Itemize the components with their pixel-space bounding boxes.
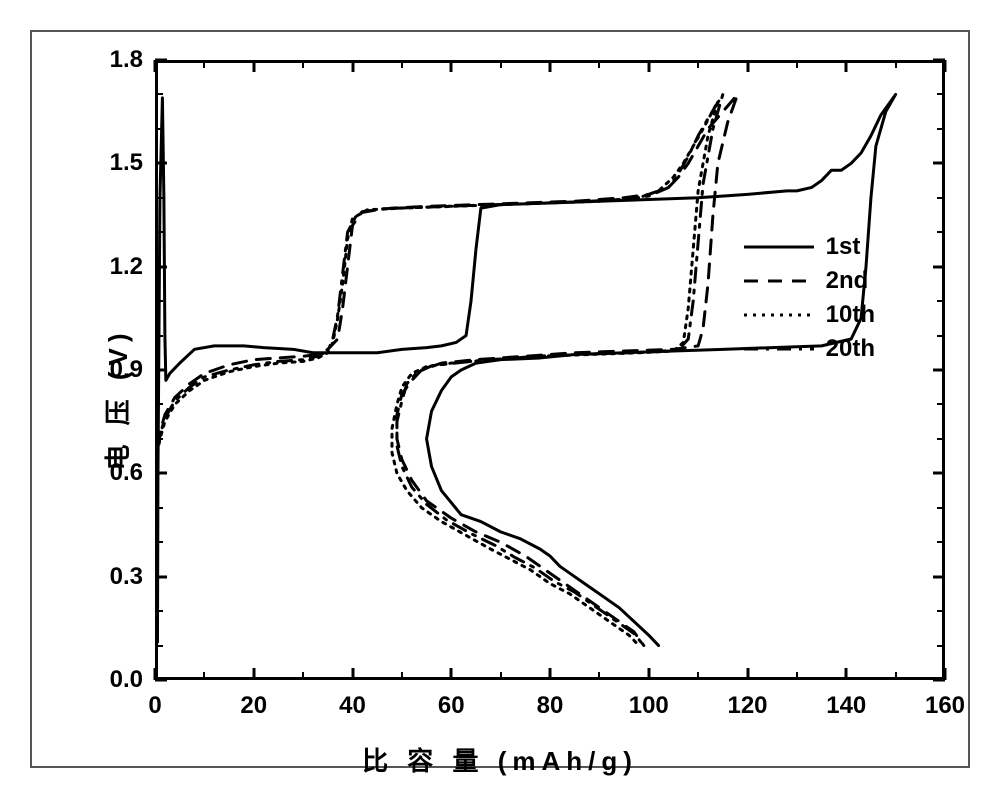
plot-area: 1st2nd10th20th 0204060801001201401600.00… xyxy=(155,60,945,680)
x-tick-label: 100 xyxy=(629,692,669,720)
legend-swatch xyxy=(744,339,814,359)
x-tick-label: 80 xyxy=(537,692,564,720)
x-tick-label: 40 xyxy=(339,692,366,720)
x-tick-label: 140 xyxy=(826,692,866,720)
legend-label: 2nd xyxy=(826,267,869,295)
legend-swatch xyxy=(744,237,814,257)
x-tick-label: 20 xyxy=(240,692,267,720)
legend-label: 10th xyxy=(826,301,875,329)
legend-swatch xyxy=(744,271,814,291)
x-tick-label: 0 xyxy=(148,692,161,720)
y-tick-label: 0.3 xyxy=(110,563,143,591)
y-tick-label: 1.8 xyxy=(110,46,143,74)
legend: 1st 2nd 10th 20th xyxy=(744,230,875,366)
figure: 1st 2nd 10th 20th 0 20 40 60 80 100 120 140 160 0.0 0… xyxy=(0,0,1000,798)
legend-label: 20th xyxy=(826,335,875,363)
x-tick-label: 120 xyxy=(727,692,767,720)
legend-swatch xyxy=(744,305,814,325)
x-tick-label: 160 xyxy=(925,692,965,720)
legend-row: 20th xyxy=(744,332,875,366)
y-tick-label: 1.2 xyxy=(110,253,143,281)
x-axis-label: 比 容 量 (mAh/g) xyxy=(362,741,638,778)
legend-row: 1st xyxy=(744,230,875,264)
y-axis-label: 电 压 (V) xyxy=(98,327,135,470)
y-tick-label: 0.0 xyxy=(110,666,143,694)
legend-row: 10th xyxy=(744,298,875,332)
x-tick-label: 60 xyxy=(438,692,465,720)
plot-border xyxy=(155,60,945,680)
y-tick-label: 1.5 xyxy=(110,149,143,177)
legend-row: 2nd xyxy=(744,264,875,298)
legend-label: 1st xyxy=(826,233,861,261)
